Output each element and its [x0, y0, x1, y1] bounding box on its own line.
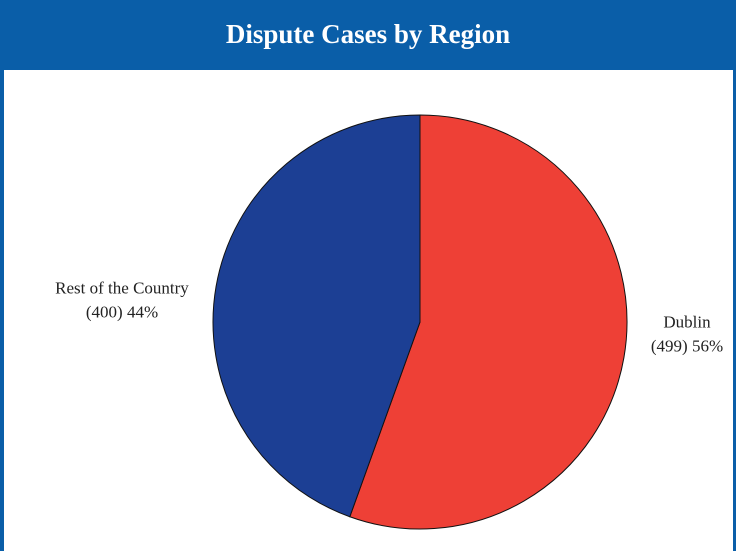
slice-label: Dublin	[663, 312, 711, 331]
slice-value-label: (400) 44%	[86, 303, 158, 322]
slice-label: Rest of the Country	[55, 279, 189, 298]
slice-value-label: (499) 56%	[651, 336, 723, 355]
right-border	[733, 70, 736, 551]
header-bar	[0, 0, 736, 70]
pie-slice	[212, 114, 421, 518]
chart-title: Dispute Cases by Region	[226, 19, 510, 49]
pie-slice	[349, 114, 628, 530]
left-border	[0, 70, 4, 551]
pie	[212, 114, 628, 530]
